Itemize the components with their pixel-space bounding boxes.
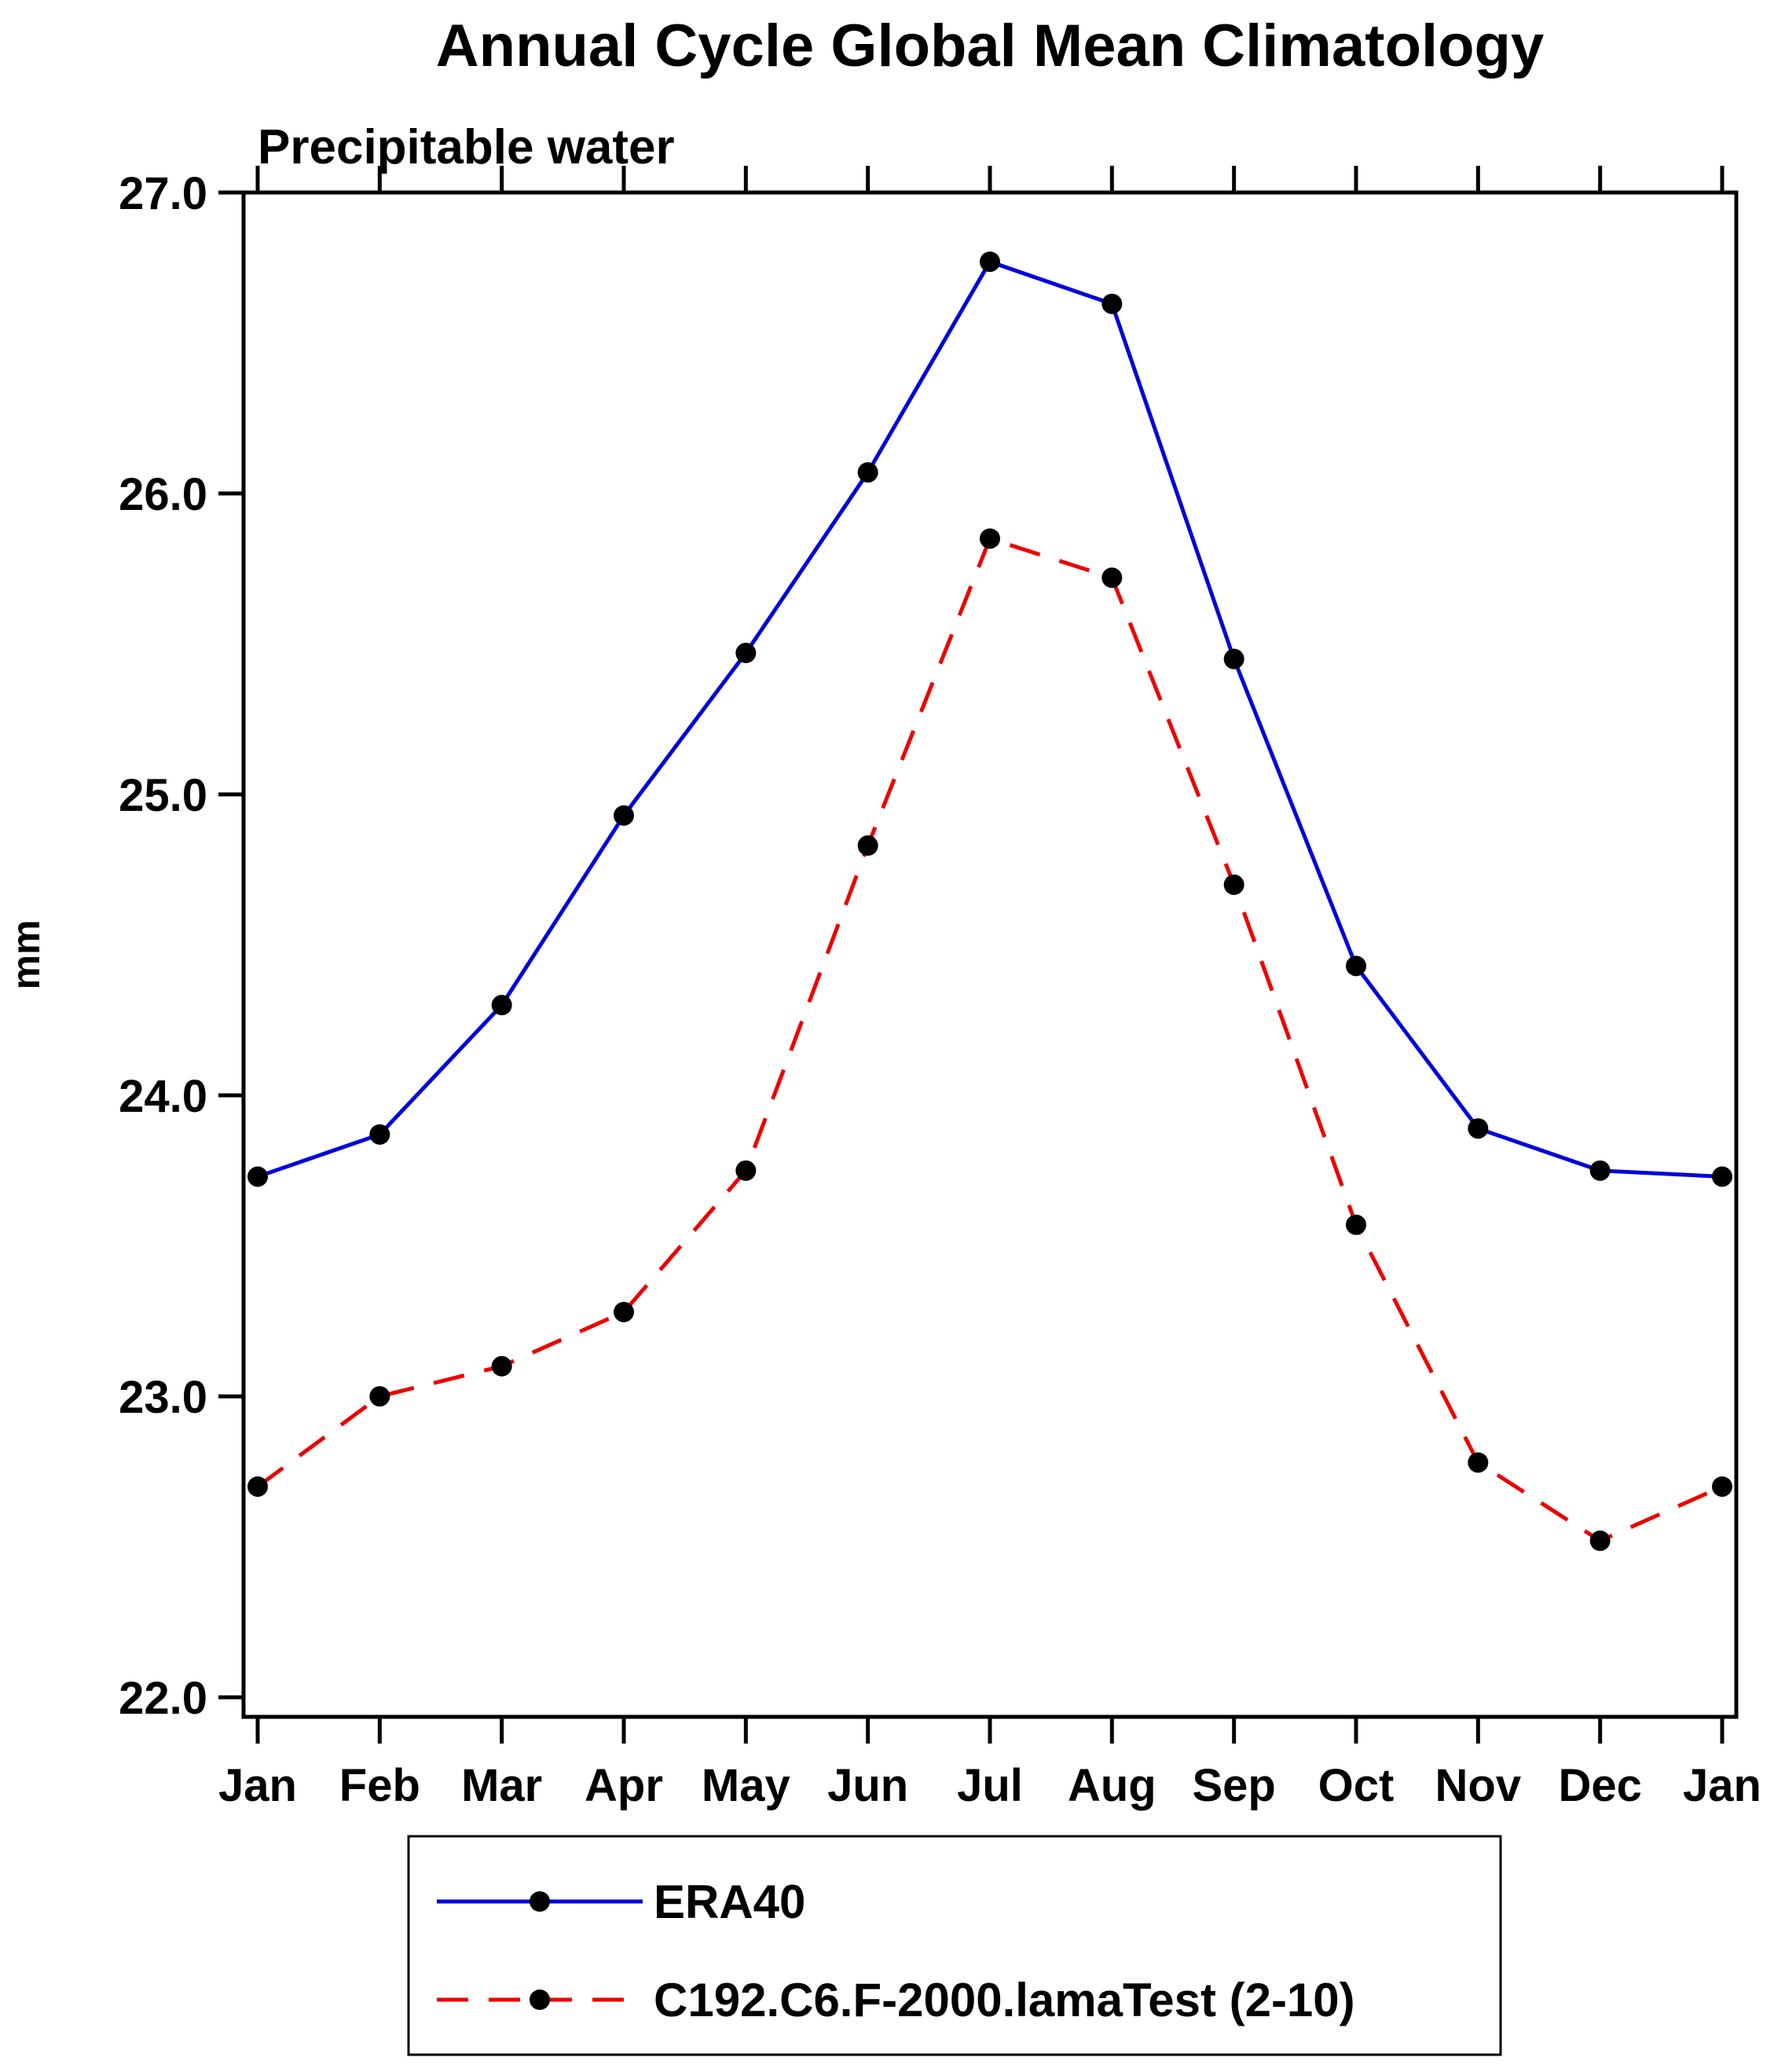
legend-label-era40: ERA40 bbox=[654, 1876, 805, 1928]
data-point-marker-era40 bbox=[369, 1124, 390, 1145]
x-tick-label: Sep bbox=[1192, 1760, 1275, 1811]
chart-subtitle: Precipitable water bbox=[258, 120, 675, 174]
legend-label-c192: C192.C6.F-2000.lamaTest (2-10) bbox=[654, 1974, 1355, 2026]
x-tick-label: Feb bbox=[339, 1760, 420, 1811]
data-point-marker-era40 bbox=[614, 805, 634, 826]
y-tick-label: 26.0 bbox=[119, 469, 207, 520]
x-tick-label: Nov bbox=[1435, 1760, 1522, 1811]
legend-item-era40: ERA40 bbox=[437, 1876, 805, 1928]
x-tick-label: Mar bbox=[461, 1760, 542, 1811]
plot-frame bbox=[241, 190, 1739, 1719]
x-tick-label: Aug bbox=[1068, 1760, 1156, 1811]
data-point-marker-c192 bbox=[614, 1301, 634, 1322]
legend: ERA40 C192.C6.F-2000.lamaTest (2-10) bbox=[407, 1835, 1502, 2056]
data-point-marker-c192 bbox=[369, 1386, 390, 1407]
legend-box bbox=[407, 1835, 1502, 2056]
data-point-marker-era40 bbox=[1346, 955, 1366, 977]
x-tick-label: Jan bbox=[1683, 1760, 1761, 1811]
x-tick-label: May bbox=[702, 1760, 790, 1811]
y-tick-label: 24.0 bbox=[119, 1071, 207, 1122]
data-point-marker-c192 bbox=[1468, 1452, 1489, 1473]
data-point-marker-c192 bbox=[1223, 874, 1244, 895]
data-point-marker-c192 bbox=[857, 835, 878, 856]
data-point-marker-era40 bbox=[980, 251, 1000, 273]
data-point-marker-c192 bbox=[1712, 1476, 1732, 1497]
data-point-marker-era40 bbox=[735, 643, 757, 664]
data-point-marker-c192 bbox=[980, 528, 1000, 549]
data-point-marker-era40 bbox=[857, 462, 878, 483]
data-point-marker-c192 bbox=[1589, 1530, 1611, 1551]
data-point-marker-c192 bbox=[247, 1476, 268, 1497]
data-point-marker-era40 bbox=[1589, 1160, 1611, 1181]
legend-marker-era40 bbox=[530, 1891, 550, 1912]
data-point-marker-era40 bbox=[247, 1166, 268, 1187]
data-point-marker-c192 bbox=[491, 1355, 512, 1377]
y-tick-label: 22.0 bbox=[119, 1673, 207, 1724]
data-point-marker-era40 bbox=[1468, 1118, 1489, 1139]
y-tick-label: 27.0 bbox=[119, 168, 207, 219]
axes: Jan Feb Mar Apr May Jun Jul Aug Sep Oct Nov Dec Jan2… bbox=[119, 166, 1761, 1811]
x-tick-label: Dec bbox=[1558, 1760, 1641, 1811]
series-line-era40 bbox=[257, 259, 1723, 1179]
plot-area bbox=[247, 251, 1732, 1551]
y-tick-label: 23.0 bbox=[119, 1372, 207, 1423]
data-point-marker-era40 bbox=[1712, 1166, 1732, 1187]
series-line-c192 bbox=[256, 536, 1724, 1543]
legend-marker-c192 bbox=[530, 1989, 550, 2010]
data-point-marker-era40 bbox=[491, 995, 512, 1016]
data-point-marker-c192 bbox=[1346, 1214, 1366, 1235]
data-point-marker-era40 bbox=[1101, 293, 1123, 314]
x-tick-label: Jun bbox=[827, 1760, 908, 1811]
y-axis-label: mm bbox=[4, 920, 48, 990]
chart-title: Annual Cycle Global Mean Climatology bbox=[436, 13, 1544, 79]
legend-item-c192: C192.C6.F-2000.lamaTest (2-10) bbox=[437, 1974, 1355, 2026]
x-tick-label: Jan bbox=[218, 1760, 297, 1811]
x-tick-label: Jul bbox=[957, 1760, 1023, 1811]
y-tick-label: 25.0 bbox=[119, 770, 207, 821]
x-tick-label: Oct bbox=[1318, 1760, 1395, 1811]
x-tick-label: Apr bbox=[585, 1760, 663, 1811]
data-point-marker-era40 bbox=[1223, 648, 1244, 669]
data-point-marker-c192 bbox=[735, 1160, 757, 1181]
data-point-marker-c192 bbox=[1101, 567, 1123, 589]
